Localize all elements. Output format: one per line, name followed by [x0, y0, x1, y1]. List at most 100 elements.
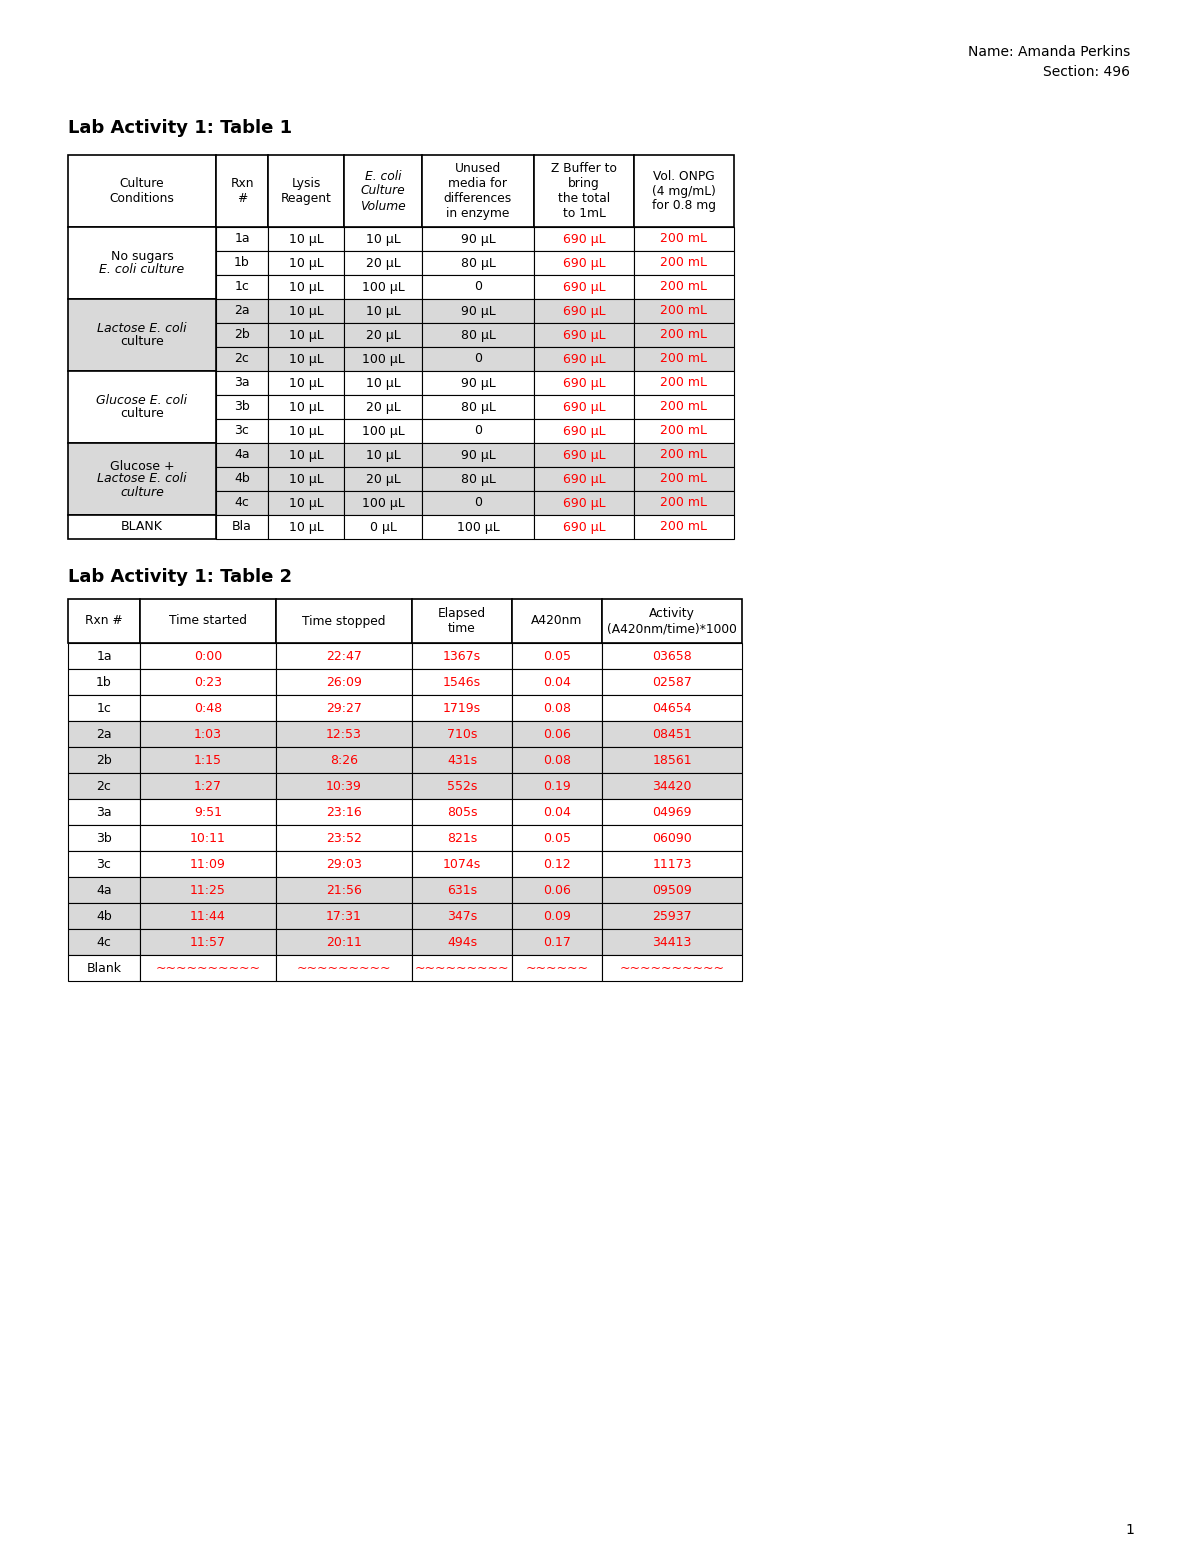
Bar	[216, 443, 268, 467]
Text: 23:16: 23:16	[326, 806, 362, 818]
Bar	[344, 516, 422, 539]
Text: Lactose E. coli: Lactose E. coli	[97, 321, 187, 335]
Bar	[412, 643, 512, 669]
Text: 200 mL: 200 mL	[660, 497, 708, 509]
Bar	[216, 346, 268, 371]
Text: 690 μL: 690 μL	[563, 449, 605, 461]
Bar	[344, 467, 422, 491]
Text: 690 μL: 690 μL	[563, 497, 605, 509]
Bar	[512, 696, 602, 721]
Text: 1a: 1a	[96, 649, 112, 663]
Text: 3b: 3b	[234, 401, 250, 413]
Bar	[268, 371, 344, 394]
Bar	[268, 516, 344, 539]
Text: 200 mL: 200 mL	[660, 376, 708, 390]
Text: 0: 0	[474, 497, 482, 509]
Bar	[68, 599, 140, 643]
Bar	[422, 467, 534, 491]
Text: 10 μL: 10 μL	[366, 304, 401, 317]
Text: 11173: 11173	[653, 857, 691, 871]
Text: 1c: 1c	[96, 702, 112, 714]
Text: 08451: 08451	[652, 727, 692, 741]
Text: 11:09: 11:09	[190, 857, 226, 871]
Text: 18561: 18561	[652, 753, 692, 767]
Bar	[412, 599, 512, 643]
Text: 10 μL: 10 μL	[289, 281, 323, 294]
Text: 29:27: 29:27	[326, 702, 362, 714]
Bar	[344, 491, 422, 516]
Text: 10 μL: 10 μL	[289, 520, 323, 534]
Bar	[68, 773, 140, 798]
Text: 0.17: 0.17	[544, 935, 571, 949]
Text: 80 μL: 80 μL	[461, 401, 496, 413]
Text: 3b: 3b	[96, 831, 112, 845]
Bar	[512, 929, 602, 955]
Text: ~~~~~~~~~~: ~~~~~~~~~~	[619, 961, 725, 974]
Text: 100 μL: 100 μL	[361, 281, 404, 294]
Bar	[68, 902, 140, 929]
Bar	[534, 323, 634, 346]
Bar	[412, 902, 512, 929]
Text: 2c: 2c	[234, 353, 250, 365]
Text: Lab Activity 1: Table 2: Lab Activity 1: Table 2	[68, 568, 292, 585]
Bar	[602, 825, 742, 851]
Text: 0.09: 0.09	[544, 910, 571, 922]
Bar	[216, 419, 268, 443]
Text: Bla: Bla	[232, 520, 252, 534]
Text: 21:56: 21:56	[326, 884, 362, 896]
Bar	[140, 877, 276, 902]
Text: A420nm: A420nm	[532, 615, 583, 627]
Bar	[68, 300, 216, 371]
Text: 200 mL: 200 mL	[660, 256, 708, 270]
Text: 690 μL: 690 μL	[563, 256, 605, 270]
Bar	[344, 227, 422, 252]
Text: 4c: 4c	[96, 935, 112, 949]
Bar	[68, 643, 140, 669]
Bar	[216, 467, 268, 491]
Bar	[140, 643, 276, 669]
Bar	[634, 419, 734, 443]
Bar	[68, 516, 216, 539]
Bar	[268, 155, 344, 227]
Bar	[634, 300, 734, 323]
Text: 1b: 1b	[96, 676, 112, 688]
Text: 100 μL: 100 μL	[457, 520, 499, 534]
Text: 10 μL: 10 μL	[289, 256, 323, 270]
Text: 0.08: 0.08	[542, 702, 571, 714]
Bar	[68, 227, 216, 300]
Text: 26:09: 26:09	[326, 676, 362, 688]
Bar	[634, 394, 734, 419]
Bar	[422, 300, 534, 323]
Bar	[634, 371, 734, 394]
Bar	[422, 394, 534, 419]
Bar	[344, 155, 422, 227]
Bar	[68, 155, 216, 227]
Bar	[268, 491, 344, 516]
Text: No sugars: No sugars	[110, 250, 173, 262]
Bar	[422, 443, 534, 467]
Text: 690 μL: 690 μL	[563, 304, 605, 317]
Text: 10 μL: 10 μL	[289, 449, 323, 461]
Bar	[422, 346, 534, 371]
Text: E. coli
Culture
Volume: E. coli Culture Volume	[360, 169, 406, 213]
Text: 494s: 494s	[446, 935, 478, 949]
Bar	[534, 467, 634, 491]
Bar	[140, 851, 276, 877]
Bar	[412, 955, 512, 981]
Bar	[634, 252, 734, 275]
Bar	[534, 371, 634, 394]
Text: 805s: 805s	[446, 806, 478, 818]
Text: 10 μL: 10 μL	[289, 329, 323, 342]
Bar	[268, 443, 344, 467]
Text: 200 mL: 200 mL	[660, 424, 708, 438]
Bar	[412, 798, 512, 825]
Text: 90 μL: 90 μL	[461, 449, 496, 461]
Text: Rxn #: Rxn #	[85, 615, 122, 627]
Bar	[534, 227, 634, 252]
Text: ~~~~~~~~~~: ~~~~~~~~~~	[156, 961, 260, 974]
Bar	[344, 300, 422, 323]
Bar	[602, 851, 742, 877]
Bar	[602, 643, 742, 669]
Text: 631s: 631s	[446, 884, 478, 896]
Text: 2b: 2b	[234, 329, 250, 342]
